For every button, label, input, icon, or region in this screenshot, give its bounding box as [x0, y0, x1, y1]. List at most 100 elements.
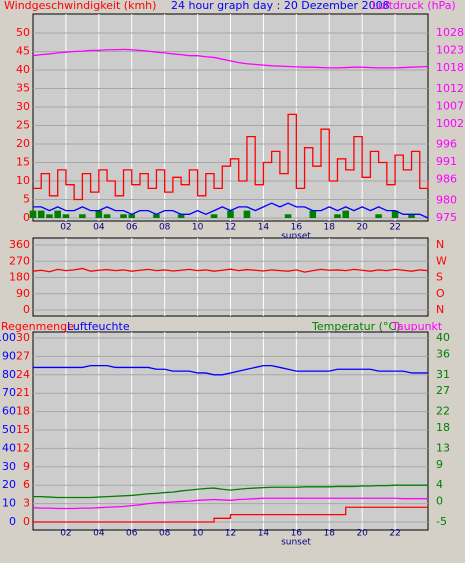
y-tick-label: 6 [23, 478, 30, 491]
bar [153, 214, 160, 218]
bar [46, 214, 53, 218]
bar [177, 214, 185, 218]
y-tick-label: 9 [23, 460, 30, 473]
y-tick-label: 50 [16, 26, 30, 39]
y2-tick-label: 27 [436, 384, 450, 397]
bar [375, 214, 382, 218]
series-line [33, 202, 429, 219]
y3-tick-label: 30 [2, 460, 16, 473]
y3-tick-label: 100 [0, 331, 16, 344]
y2-axis-label: Temperatur (°C) [311, 320, 400, 333]
x-tick-label: 02 [60, 223, 71, 233]
x-tick-label: 12 [225, 223, 236, 233]
y-tick-label: 30 [16, 331, 30, 344]
y3-tick-label: 70 [2, 386, 16, 399]
y-tick-label: 180 [9, 271, 30, 284]
y-tick-label: 25 [16, 119, 30, 132]
y3-tick-label: 20 [2, 478, 16, 491]
bar [54, 210, 61, 218]
y-tick-label: 24 [16, 368, 30, 381]
bar [408, 214, 415, 218]
bar [37, 210, 45, 218]
bar [95, 210, 103, 218]
bar [227, 210, 234, 218]
x-tick-label: 14 [258, 223, 270, 233]
y-tick-label: 18 [16, 405, 30, 418]
series-line [32, 497, 428, 510]
y-tick-label: 360 [9, 238, 30, 251]
y2-tick-label: 996 [436, 138, 457, 151]
y-tick-label: 30 [16, 100, 30, 113]
y2-tick-label: 1012 [436, 82, 464, 95]
y-axis-label: Windgeschwindigkeit (kmh) [4, 0, 156, 12]
y-tick-label: 35 [16, 82, 30, 95]
x-tick-label: 06 [126, 529, 138, 539]
x-tick-label: 14 [258, 529, 270, 539]
y-axis-label: Regenmenge [1, 320, 74, 333]
y2-axis-label: Taupunkt [391, 320, 443, 333]
y-tick-label: 21 [16, 386, 30, 399]
x-tick-label: 20 [356, 529, 368, 539]
x-tick-label: 10 [192, 223, 204, 233]
bar [342, 210, 349, 218]
series-line [33, 364, 428, 376]
y2-tick-label: 0 [436, 495, 443, 508]
layer: 02 04 06 08 10 12 14 16 18 20 22051015202530354045… [0, 0, 464, 548]
bar [128, 214, 136, 218]
y2-tick-label: -5 [436, 515, 447, 528]
x-tick-label: 04 [93, 223, 105, 233]
y2-tick-label: 18 [436, 421, 450, 434]
bar [243, 210, 251, 218]
y2-tick-label: N [436, 238, 444, 251]
y-tick-label: 15 [16, 423, 30, 436]
bar [210, 214, 218, 218]
series-line [33, 113, 429, 201]
bar [309, 210, 317, 218]
y2-tick-label: 1018 [436, 61, 464, 74]
annotation: sunset [281, 538, 311, 548]
bar [103, 214, 111, 218]
y2-tick-label: 13 [436, 441, 450, 454]
x-tick-label: 16 [291, 223, 303, 233]
y2-tick-label: 31 [436, 368, 450, 381]
y3-axis-label: Luftfeuchte [67, 320, 130, 333]
y3-tick-label: 50 [2, 423, 16, 436]
x-tick-label: 04 [93, 529, 105, 539]
y2-tick-label: 40 [436, 331, 450, 344]
series-line [33, 484, 428, 499]
y-tick-label: 5 [23, 193, 30, 206]
series-line [32, 48, 429, 69]
y2-tick-label: 9 [436, 458, 443, 471]
y2-tick-label: 980 [436, 194, 457, 207]
x-tick-label: 18 [324, 223, 336, 233]
x-tick-label: 22 [389, 529, 400, 539]
x-tick-label: 20 [356, 223, 368, 233]
y3-tick-label: 60 [2, 405, 16, 418]
bar [334, 214, 341, 218]
y2-tick-label: 1028 [436, 26, 464, 39]
y-tick-label: 27 [16, 349, 30, 362]
y-tick-label: 90 [16, 287, 30, 300]
y2-tick-label: 975 [436, 211, 457, 224]
y3-tick-label: 90 [2, 349, 16, 362]
y2-tick-label: 991 [436, 155, 457, 168]
y-tick-label: 20 [16, 137, 30, 150]
bar [62, 214, 70, 218]
y3-tick-label: 10 [2, 497, 16, 510]
y2-tick-label: 1002 [436, 117, 464, 130]
y-tick-label: 12 [16, 441, 30, 454]
y2-tick-label: W [436, 254, 447, 267]
x-tick-label: 18 [324, 529, 336, 539]
y-tick-label: 0 [23, 515, 30, 528]
y2-tick-label: O [436, 287, 445, 300]
series-line [33, 506, 428, 523]
y2-tick-label: 4 [436, 478, 443, 491]
x-tick-label: 22 [389, 223, 400, 233]
y2-tick-label: N [436, 303, 444, 316]
x-tick-label: 10 [192, 529, 204, 539]
y2-tick-label: 1007 [436, 99, 464, 112]
y2-tick-label: 986 [436, 173, 457, 186]
bar [29, 210, 37, 218]
bar [284, 214, 292, 218]
y-tick-label: 270 [9, 254, 30, 267]
